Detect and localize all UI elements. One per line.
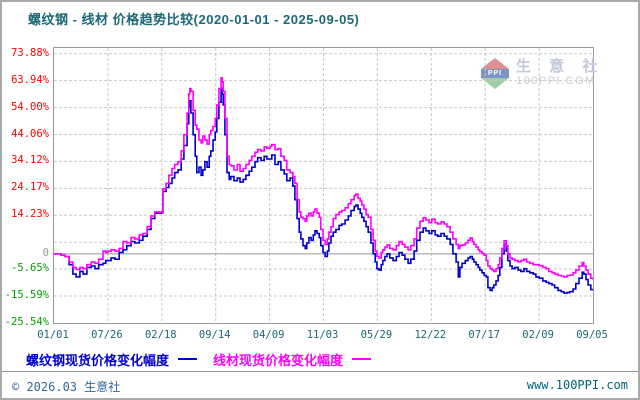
x-axis-label: 09/05 xyxy=(576,329,608,341)
legend-label-rebar: 螺纹钢现货价格变化幅度 xyxy=(26,352,170,368)
y-axis-label: -25.54% xyxy=(4,316,49,328)
x-axis-label: 04/09 xyxy=(252,329,285,341)
legend-item-wire: 线材现货价格变化幅度 xyxy=(213,350,372,369)
y-axis-label: 63.94% xyxy=(11,73,49,86)
wire-price-line xyxy=(54,77,593,280)
x-axis-label: 02/09 xyxy=(522,329,554,341)
y-axis-label: 0 xyxy=(42,246,49,259)
legend-line-swatch-wire xyxy=(352,358,372,360)
y-axis-label: 24.17% xyxy=(11,181,49,194)
x-axis-label: 11/03 xyxy=(306,329,339,341)
footer-separator xyxy=(2,371,638,372)
x-axis-label: 12/22 xyxy=(414,329,447,341)
plot-area: PPI 生 意 社 100PPI.COM xyxy=(53,47,597,324)
x-axis-label: 01/01 xyxy=(37,329,69,341)
y-axis-label: 34.12% xyxy=(11,154,49,167)
trend-lines-svg xyxy=(54,48,593,323)
rebar-price-line xyxy=(54,87,593,294)
x-axis-label: 02/18 xyxy=(144,329,177,341)
y-axis-label: 44.06% xyxy=(11,127,49,140)
y-axis-label: 73.88% xyxy=(11,46,49,59)
footer-site-link[interactable]: www.100PPI.com xyxy=(526,378,628,392)
y-axis-label: -15.59% xyxy=(4,289,49,302)
x-axis-label: 05/29 xyxy=(360,329,393,341)
footer: © 2026.03 生意社 www.100PPI.com xyxy=(2,375,638,397)
x-axis-label: 07/17 xyxy=(468,329,500,341)
x-axis-label: 09/14 xyxy=(198,329,231,341)
chart-legend: 螺纹钢现货价格变化幅度 线材现货价格变化幅度 xyxy=(26,350,372,369)
x-axis-label: 07/26 xyxy=(91,329,123,341)
footer-copyright: © 2026.03 生意社 xyxy=(12,380,121,394)
legend-line-swatch-rebar xyxy=(178,358,198,360)
legend-label-wire: 线材现货价格变化幅度 xyxy=(213,352,344,368)
chart-title: 螺纹钢 - 线材 价格趋势比较(2020-01-01 - 2025-09-05) xyxy=(28,12,360,27)
y-axis-label: 54.00% xyxy=(11,100,49,113)
y-axis-label: -5.65% xyxy=(11,262,49,275)
legend-item-rebar: 螺纹钢现货价格变化幅度 xyxy=(26,350,198,369)
y-axis-label: 14.23% xyxy=(11,208,49,221)
